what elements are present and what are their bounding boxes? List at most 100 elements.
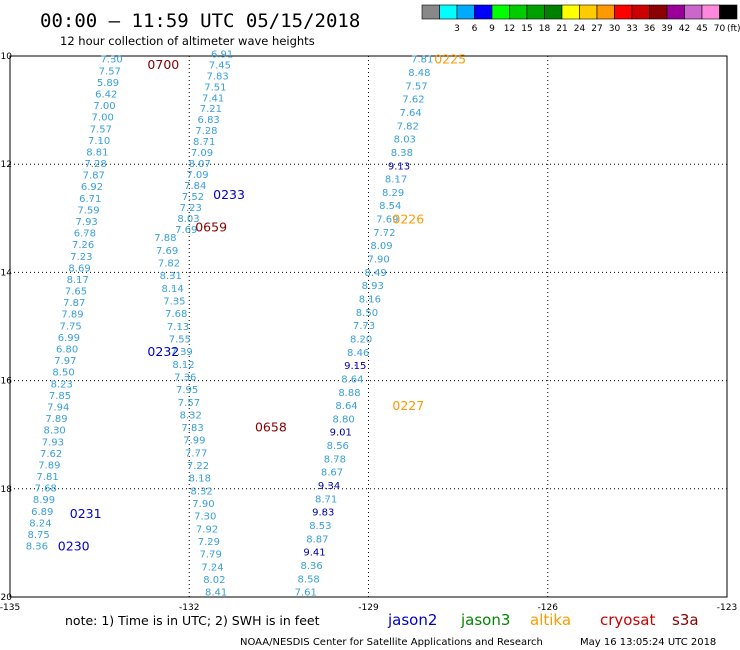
swh-value-label: 7.21 [200,104,222,115]
track-point [78,266,81,268]
swh-value-label: 7.82 [397,121,419,132]
track-point [351,377,353,380]
swh-value-label: 7.75 [60,321,82,332]
track-point [404,138,406,140]
swh-value-label: 9.83 [312,508,334,519]
track-point [354,364,356,366]
track-point [192,195,194,197]
swh-value-label: 7.00 [92,113,114,124]
swh-value-label: 8.32 [180,410,202,421]
swh-value-label: 8.36 [300,561,322,572]
legend-swatch [579,4,598,20]
legend-label: 33 [626,24,637,34]
track-point [70,324,72,326]
track-point [59,394,61,396]
satellite-legend-altika: altika [530,611,571,629]
swh-value-label: 7.59 [77,205,99,216]
track-point [415,84,418,86]
swh-value-label: 7.57 [90,124,112,135]
track-point [392,191,394,193]
legend-label: 27 [591,24,602,34]
track-point [203,140,205,142]
swh-value-label: 7.62 [40,449,62,460]
swh-value-label: 8.99 [33,495,55,506]
swh-value-label: 8.16 [359,295,381,306]
track-point [50,452,52,454]
track-point [105,92,107,95]
swh-value-label: 7.93 [42,437,64,448]
swh-value-label: 8.81 [86,147,108,158]
pass-time-label: 0658 [255,420,287,435]
swh-value-label: 8.53 [309,521,331,532]
swh-value-label: 7.23 [180,203,202,214]
swh-value-label: 8.71 [315,494,337,505]
swh-value-label: 7.24 [201,562,223,573]
legend-swatch [666,4,685,20]
swh-value-label: 8.50 [356,308,378,319]
swh-value-label: 7.95 [176,385,198,396]
swh-value-label: 7.68 [165,309,187,320]
swh-value-label: 8.88 [338,388,360,399]
track-point [418,71,420,73]
track-point [366,311,368,313]
legend-swatch [684,4,703,20]
track-point [401,151,403,153]
legend-swatch [439,4,458,20]
swh-value-label: 8.17 [385,175,407,186]
swh-value-label: 8.69 [68,263,90,274]
track-point [328,484,330,486]
legend-swatch [561,4,580,20]
legend-swatch [596,4,615,20]
legend-label: 24 [574,24,586,34]
track-point [191,426,194,428]
swh-value-label: 6.80 [56,345,78,356]
swh-value-label: 7.41 [202,93,224,104]
track-point [340,431,342,433]
swh-value-label: 7.94 [47,402,69,413]
track-point [383,231,386,233]
swh-value-label: 6.92 [81,182,103,193]
swh-value-label: 8.14 [161,284,183,295]
track-point [208,540,210,542]
track-point [82,243,84,245]
track-point [331,471,333,473]
swh-value-label: 7.57 [405,81,427,92]
track-point [87,208,90,211]
swh-value-label: 8.50 [52,368,74,379]
track-point [319,524,321,526]
track-point [181,350,183,352]
legend-unit: (ft) [727,24,740,34]
swh-value-label: 8.41 [205,588,227,599]
legend-swatch [491,4,510,20]
swh-value-label: 5.89 [97,78,119,89]
y-tick-label: -14 [0,268,12,278]
track-point [75,289,77,292]
credit-org: NOAA/NESDIS Center for Satellite Applica… [240,637,543,648]
x-tick-label: -126 [538,603,559,613]
swh-value-label: 8.38 [391,148,413,159]
swh-value-label: 8.07 [189,159,211,170]
track-point [190,206,192,208]
track-point [185,228,187,230]
satellite-legend-s3a: s3a [672,611,699,629]
swh-value-label: 7.65 [65,287,87,298]
swh-value-label: 7.81 [411,55,433,66]
track-point [325,497,327,499]
legend-label: 9 [489,24,495,34]
track-point [360,337,362,340]
swh-value-label: 8.30 [44,426,66,437]
track-point [348,391,351,393]
swh-value-label: 8.49 [365,268,387,279]
pass-time-label: 0232 [147,344,179,359]
footnote: note: 1) Time is in UTC; 2) SWH is in fe… [65,613,320,628]
swh-value-label: 8.46 [347,348,369,359]
swh-value-label: 8.48 [408,68,430,79]
track-point [98,139,100,141]
y-tick-label: -20 [0,593,12,603]
pass-time-label: 0659 [195,219,227,234]
swh-value-label: 7.45 [209,60,231,71]
track-point [64,359,66,361]
track-point [68,336,70,338]
swh-value-label: 8.31 [160,271,182,282]
swh-value-label: 7.09 [191,148,213,159]
